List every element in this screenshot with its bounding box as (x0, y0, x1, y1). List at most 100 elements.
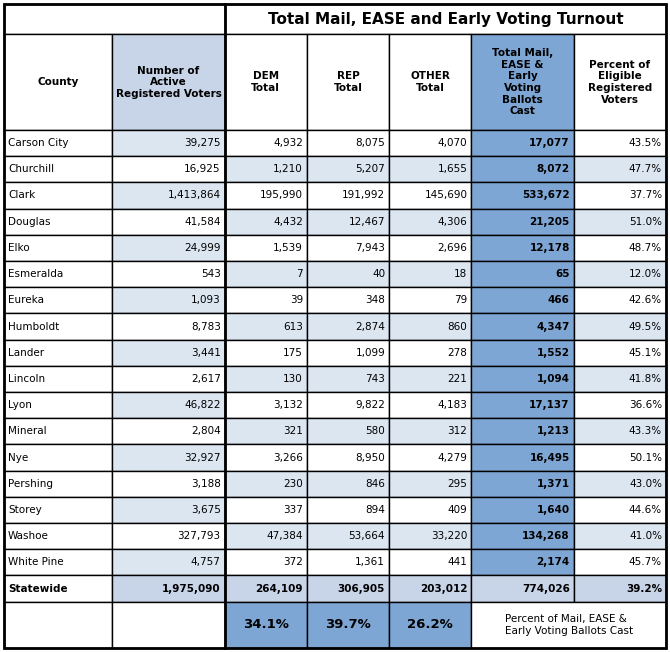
Text: 9,822: 9,822 (355, 400, 385, 410)
Text: 39,275: 39,275 (184, 138, 220, 148)
Text: 47,384: 47,384 (267, 531, 303, 541)
Text: 580: 580 (365, 426, 385, 436)
Text: 4,432: 4,432 (273, 216, 303, 227)
Text: Storey: Storey (8, 505, 42, 515)
Text: 36.6%: 36.6% (629, 400, 662, 410)
Text: 39.2%: 39.2% (626, 584, 662, 593)
Bar (113, 35, 224, 130)
Bar (389, 445, 472, 471)
Bar (389, 523, 472, 549)
Text: 1,655: 1,655 (438, 164, 468, 174)
Bar (472, 602, 666, 648)
Text: 1,552: 1,552 (537, 348, 570, 358)
Text: 321: 321 (283, 426, 303, 436)
Bar (113, 130, 224, 156)
Bar (389, 130, 472, 156)
Text: 543: 543 (201, 269, 220, 279)
Bar (574, 392, 666, 418)
Bar (307, 261, 389, 287)
Bar (307, 35, 389, 130)
Text: 743: 743 (365, 374, 385, 384)
Text: County: County (38, 77, 79, 87)
Text: 4,070: 4,070 (438, 138, 468, 148)
Text: 1,413,864: 1,413,864 (168, 190, 220, 200)
Bar (574, 497, 666, 523)
Bar (224, 4, 666, 35)
Bar (472, 156, 574, 183)
Text: 45.1%: 45.1% (629, 348, 662, 358)
Bar (113, 235, 224, 261)
Bar (472, 235, 574, 261)
Text: Total Mail,
EASE &
Early
Voting
Ballots
Cast: Total Mail, EASE & Early Voting Ballots … (492, 48, 553, 116)
Bar (389, 261, 472, 287)
Text: 2,874: 2,874 (355, 321, 385, 331)
Text: 16,495: 16,495 (529, 452, 570, 462)
Bar (574, 209, 666, 235)
Bar (307, 209, 389, 235)
Bar (4, 445, 113, 471)
Bar (389, 392, 472, 418)
Bar (389, 471, 472, 497)
Bar (224, 156, 307, 183)
Bar (574, 576, 666, 602)
Text: 1,099: 1,099 (355, 348, 385, 358)
Text: 337: 337 (283, 505, 303, 515)
Text: 4,306: 4,306 (438, 216, 468, 227)
Bar (389, 235, 472, 261)
Text: 1,975,090: 1,975,090 (162, 584, 220, 593)
Bar (389, 602, 472, 648)
Bar (113, 392, 224, 418)
Bar (389, 418, 472, 445)
Bar (113, 602, 224, 648)
Bar (4, 418, 113, 445)
Bar (224, 445, 307, 471)
Bar (113, 287, 224, 314)
Bar (224, 314, 307, 340)
Text: 1,213: 1,213 (537, 426, 570, 436)
Bar (472, 523, 574, 549)
Bar (389, 497, 472, 523)
Text: Mineral: Mineral (8, 426, 47, 436)
Bar (307, 340, 389, 366)
Text: 4,757: 4,757 (191, 557, 220, 567)
Bar (472, 261, 574, 287)
Bar (224, 392, 307, 418)
Text: 17,077: 17,077 (529, 138, 570, 148)
Bar (113, 418, 224, 445)
Text: Esmeralda: Esmeralda (8, 269, 63, 279)
Text: 40: 40 (372, 269, 385, 279)
Text: REP
Total: REP Total (334, 71, 362, 93)
Bar (224, 35, 307, 130)
Text: 306,905: 306,905 (338, 584, 385, 593)
Bar (574, 130, 666, 156)
Text: 195,990: 195,990 (260, 190, 303, 200)
Bar (389, 156, 472, 183)
Text: Percent of
Eligible
Registered
Voters: Percent of Eligible Registered Voters (588, 60, 652, 104)
Text: 8,075: 8,075 (355, 138, 385, 148)
Text: 49.5%: 49.5% (629, 321, 662, 331)
Text: 4,279: 4,279 (438, 452, 468, 462)
Text: 4,932: 4,932 (273, 138, 303, 148)
Bar (389, 340, 472, 366)
Text: 230: 230 (283, 479, 303, 489)
Bar (389, 314, 472, 340)
Bar (389, 287, 472, 314)
Bar (472, 445, 574, 471)
Text: 53,664: 53,664 (348, 531, 385, 541)
Text: 44.6%: 44.6% (629, 505, 662, 515)
Text: 191,992: 191,992 (342, 190, 385, 200)
Bar (389, 576, 472, 602)
Bar (4, 366, 113, 392)
Bar (4, 340, 113, 366)
Text: Carson City: Carson City (8, 138, 68, 148)
Bar (224, 235, 307, 261)
Text: 26.2%: 26.2% (407, 618, 453, 631)
Bar (224, 183, 307, 209)
Bar (472, 314, 574, 340)
Bar (307, 602, 389, 648)
Bar (307, 156, 389, 183)
Text: 43.0%: 43.0% (629, 479, 662, 489)
Bar (4, 183, 113, 209)
Bar (307, 576, 389, 602)
Bar (307, 497, 389, 523)
